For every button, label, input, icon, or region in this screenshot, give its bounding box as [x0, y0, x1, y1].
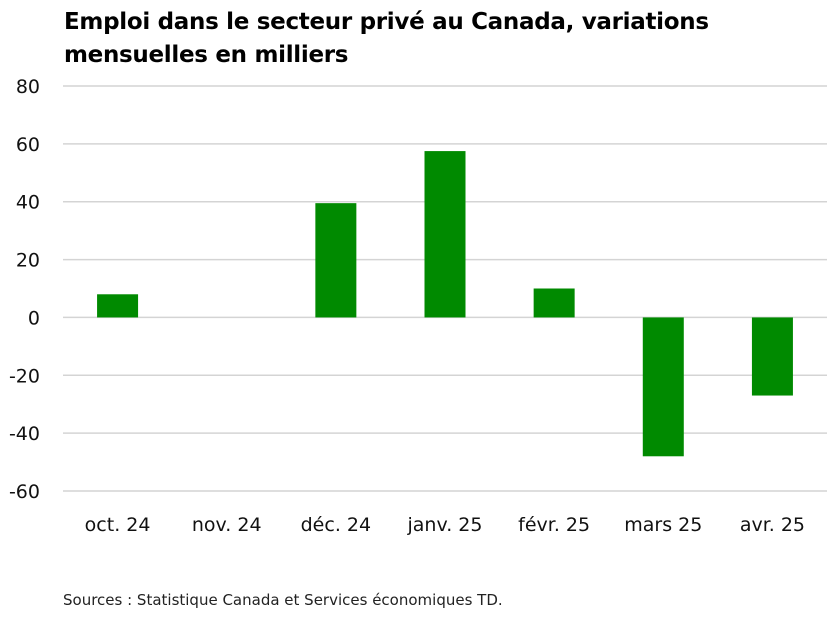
x-tick-label: mars 25 — [624, 514, 702, 536]
bar — [533, 288, 575, 318]
source-note: Sources : Statistique Canada et Services… — [63, 591, 503, 609]
bar-chart: 80 60 40 20 0 -20 -40 -60 oct. 24 nov. 24 déc. 24 j… — [9, 76, 827, 536]
x-tick-label: nov. 24 — [192, 514, 262, 536]
bar — [97, 294, 139, 318]
y-tick-label: -40 — [9, 423, 40, 445]
x-tick-label: déc. 24 — [301, 514, 371, 536]
chart-title: Emploi dans le secteur privé au Canada, … — [64, 6, 804, 72]
y-tick-label: 20 — [16, 250, 40, 272]
x-tick-label: févr. 25 — [518, 514, 590, 536]
y-tick-label: 40 — [16, 192, 40, 214]
x-tick-label: oct. 24 — [85, 514, 151, 536]
chart-title-line-2: mensuelles en milliers — [64, 42, 349, 68]
bar — [424, 151, 466, 318]
y-tick-label: 80 — [16, 76, 40, 98]
chart-title-line-1: Emploi dans le secteur privé au Canada, … — [64, 9, 709, 35]
x-tick-label: avr. 25 — [740, 514, 805, 536]
y-tick-label: 60 — [16, 134, 40, 156]
x-tick-label: janv. 25 — [407, 514, 483, 536]
bar — [315, 203, 357, 318]
y-tick-label: -60 — [9, 481, 40, 503]
bar — [751, 317, 793, 396]
y-tick-label: -20 — [9, 365, 40, 387]
y-tick-label: 0 — [28, 307, 40, 329]
bar — [642, 317, 684, 457]
